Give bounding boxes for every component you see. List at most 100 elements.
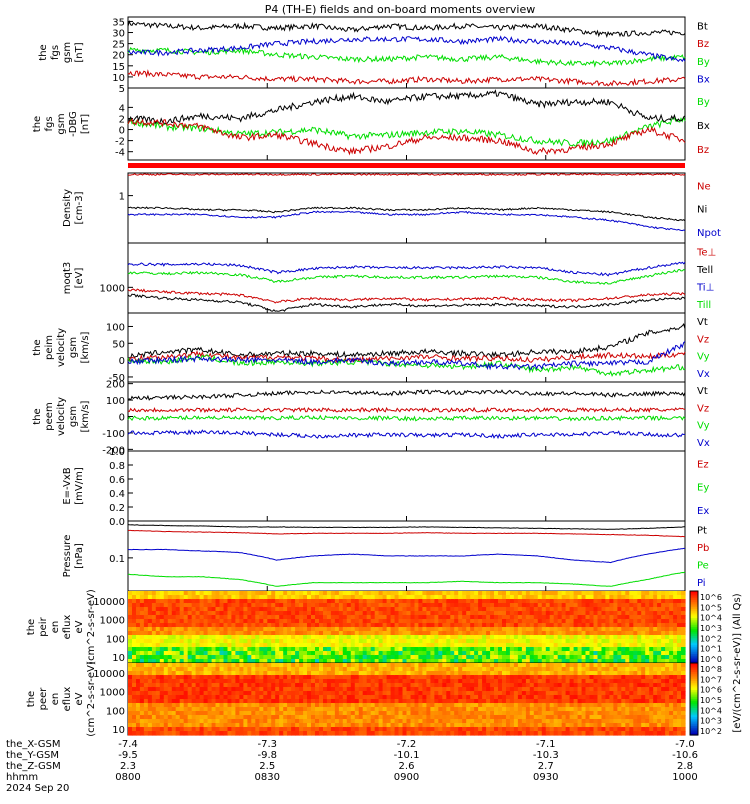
heatmap-cell [251, 663, 256, 668]
heatmap-cell [609, 607, 614, 612]
heatmap-cell [208, 615, 213, 620]
heatmap-cells [128, 591, 686, 664]
heatmap-cell [271, 655, 276, 660]
heatmap-cell [518, 711, 523, 716]
heatmap-cell [558, 715, 563, 720]
heatmap-cell [510, 683, 515, 688]
heatmap-cell [235, 703, 240, 708]
heatmap-cell [478, 663, 483, 668]
heatmap-cell [204, 703, 209, 708]
heatmap-cell [275, 603, 280, 608]
heatmap-cell [474, 635, 479, 640]
heatmap-cell [200, 623, 205, 628]
heatmap-cell [144, 615, 149, 620]
heatmap-cell [446, 607, 451, 612]
heatmap-cell [558, 687, 563, 692]
heatmap-cell [379, 703, 384, 708]
heatmap-cell [574, 715, 579, 720]
heatmap-cell [311, 595, 316, 600]
heatmap-cell [538, 623, 543, 628]
heatmap-cell [482, 623, 487, 628]
heatmap-cell [391, 683, 396, 688]
heatmap-cell [590, 691, 595, 696]
heatmap-cell [259, 595, 264, 600]
heatmap-cell [200, 667, 205, 672]
heatmap-cell [681, 595, 686, 600]
heatmap-cell [220, 639, 225, 644]
heatmap-cell [613, 727, 618, 732]
heatmap-cell [550, 707, 555, 712]
heatmap-cell [613, 619, 618, 624]
heatmap-cell [164, 671, 169, 676]
heatmap-cell [681, 639, 686, 644]
heatmap-cell [259, 611, 264, 616]
heatmap-cell [224, 695, 229, 700]
heatmap-cell [677, 615, 682, 620]
heatmap-cell [144, 727, 149, 732]
heatmap-cell [458, 599, 463, 604]
heatmap-cell [403, 603, 408, 608]
heatmap-cell [538, 603, 543, 608]
heatmap-cell [558, 599, 563, 604]
heatmap-cell [291, 671, 296, 676]
heatmap-cell [387, 655, 392, 660]
heatmap-cell [259, 671, 264, 676]
heatmap-cell [367, 623, 372, 628]
heatmap-cell [188, 619, 193, 624]
heatmap-cell [542, 631, 547, 636]
heatmap-cell [239, 703, 244, 708]
heatmap-cell [661, 627, 666, 632]
heatmap-cell [164, 687, 169, 692]
heatmap-cell [200, 683, 205, 688]
heatmap-cell [224, 627, 229, 632]
heatmap-cell [132, 703, 137, 708]
heatmap-cell [418, 643, 423, 648]
heatmap-cell [168, 623, 173, 628]
heatmap-cell [446, 719, 451, 724]
heatmap-cell [216, 703, 221, 708]
heatmap-cell [168, 655, 173, 660]
heatmap-cell [566, 647, 571, 652]
heatmap-cell [367, 671, 372, 676]
heatmap-cell [132, 611, 137, 616]
heatmap-cell [379, 591, 384, 596]
heatmap-cell [343, 703, 348, 708]
heatmap-cell [367, 631, 372, 636]
heatmap-cell [231, 675, 236, 680]
heatmap-cell [379, 647, 384, 652]
heatmap-cell [315, 611, 320, 616]
heatmap-cell [271, 731, 276, 736]
heatmap-cell [263, 683, 268, 688]
heatmap-cell [462, 731, 467, 736]
heatmap-cell [255, 727, 260, 732]
heatmap-cell [403, 611, 408, 616]
heatmap-cell [279, 627, 284, 632]
figure-title: P4 (TH-E) fields and on-board moments ov… [265, 3, 536, 16]
heatmap-cell [239, 623, 244, 628]
heatmap-cell [478, 723, 483, 728]
heatmap-cell [148, 615, 153, 620]
heatmap-cell [494, 647, 499, 652]
heatmap-cell [367, 591, 372, 596]
heatmap-cell [478, 695, 483, 700]
heatmap-cell [363, 707, 368, 712]
heatmap-cell [430, 599, 435, 604]
heatmap-cell [681, 619, 686, 624]
heatmap-cell [641, 627, 646, 632]
heatmap-cell [160, 723, 165, 728]
heatmap-cell [478, 651, 483, 656]
heatmap-cell [351, 703, 356, 708]
heatmap-cell [542, 627, 547, 632]
heatmap-cell [196, 595, 201, 600]
heatmap-cell [625, 647, 630, 652]
heatmap-cell [613, 623, 618, 628]
heatmap-cell [566, 687, 571, 692]
heatmap-cell [144, 595, 149, 600]
heatmap-cell [144, 723, 149, 728]
heatmap-cell [180, 707, 185, 712]
heatmap-cell [287, 667, 292, 672]
heatmap-cell [594, 715, 599, 720]
heatmap-cell [566, 691, 571, 696]
heatmap-cell [160, 643, 165, 648]
